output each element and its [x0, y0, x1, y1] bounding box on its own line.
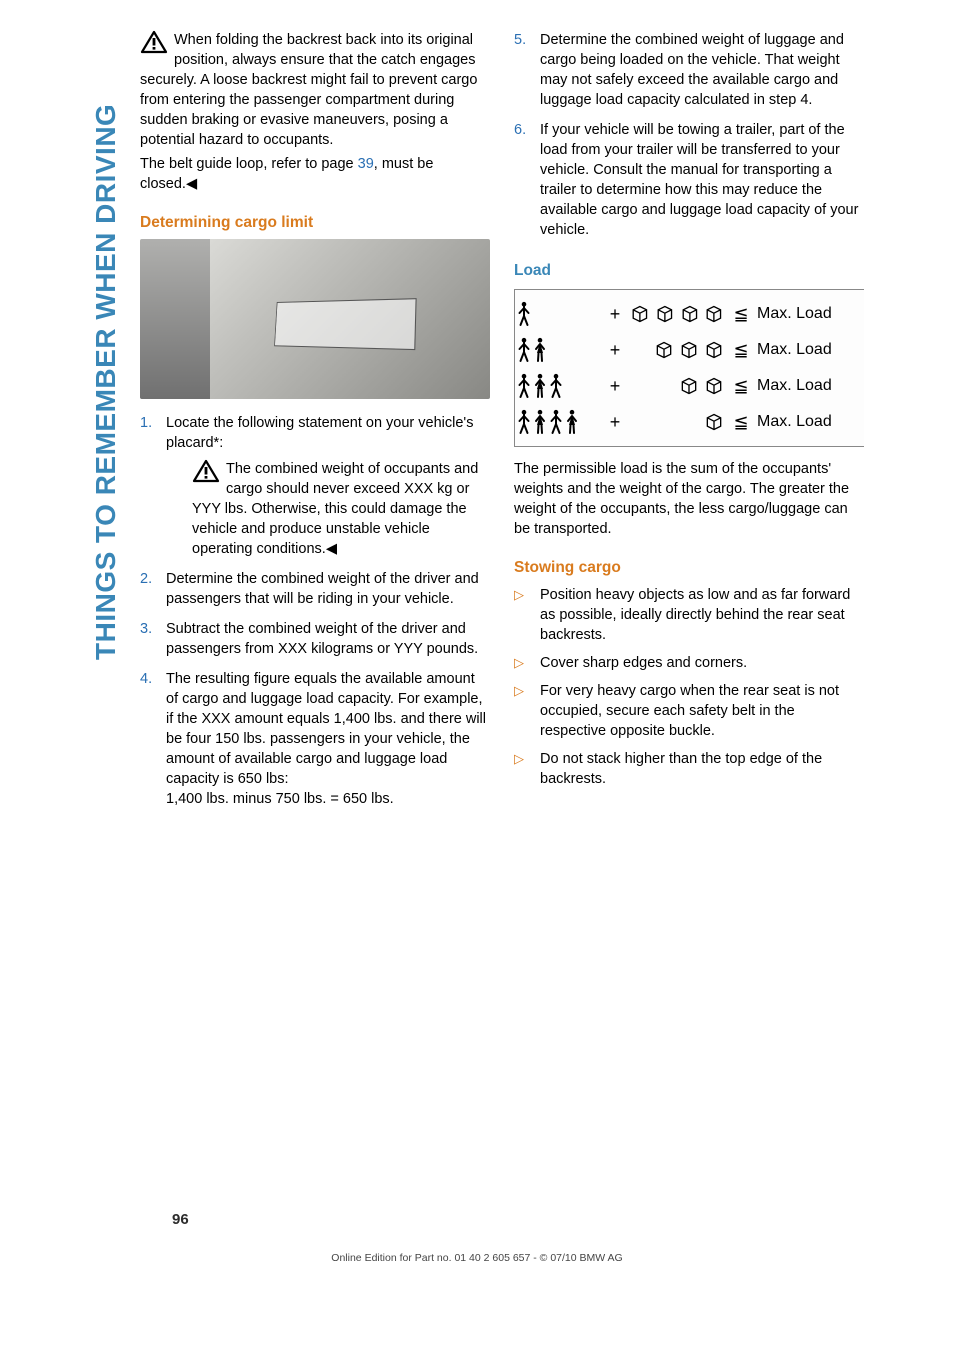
person-male-icon — [517, 301, 531, 327]
list-item: Determine the combined weight of the dri… — [140, 569, 490, 609]
warning-icon — [140, 30, 168, 60]
load-row: + ≦ Max. Load — [517, 332, 862, 368]
side-tab-label: THINGS TO REMEMBER WHEN DRIVING — [90, 104, 122, 660]
heading-load: Load — [514, 260, 864, 281]
nested-warning: The combined weight of occupants and car… — [166, 459, 490, 559]
leq-icon: ≦ — [731, 302, 751, 327]
leq-icon: ≦ — [731, 374, 751, 399]
list-item: Do not stack higher than the top edge of… — [514, 749, 864, 789]
person-male-icon — [517, 337, 531, 363]
list-item: Subtract the combined weight of the driv… — [140, 619, 490, 659]
end-mark-icon: ◀ — [186, 176, 197, 192]
page-number: 96 — [172, 1211, 189, 1228]
list-text: Locate the following statement on your v… — [166, 415, 473, 451]
boxes-group — [629, 340, 725, 360]
list-item: The resulting figure equals the availabl… — [140, 669, 490, 809]
list-item: Cover sharp edges and corners. — [514, 653, 864, 673]
warning-paragraph: When folding the backrest back into its … — [140, 30, 490, 150]
person-male-icon — [549, 409, 563, 435]
person-male-icon — [517, 373, 531, 399]
column-right: Determine the combined weight of luggage… — [514, 30, 864, 1350]
boxes-group — [629, 412, 725, 432]
person-female-icon — [533, 373, 547, 399]
cargo-box-icon — [629, 304, 651, 324]
list-item: Position heavy objects as low and as far… — [514, 585, 864, 645]
cargo-steps-list: Locate the following statement on your v… — [140, 413, 490, 809]
cargo-box-icon — [703, 304, 725, 324]
max-load-label: Max. Load — [757, 411, 832, 433]
text-fragment: The belt guide loop, refer to page — [140, 156, 358, 172]
person-female-icon — [565, 409, 579, 435]
plus-icon: + — [607, 374, 623, 399]
cargo-box-icon — [654, 304, 676, 324]
person-male-icon — [549, 373, 563, 399]
cargo-box-icon — [653, 340, 675, 360]
load-row: + ≦ Max. Load — [517, 404, 862, 440]
people-group — [517, 337, 601, 363]
people-group — [517, 409, 601, 435]
load-row: + ≦ Max. Load — [517, 296, 862, 332]
list-item: For very heavy cargo when the rear seat … — [514, 681, 864, 741]
max-load-label: Max. Load — [757, 303, 832, 325]
footer-text: Online Edition for Part no. 01 40 2 605 … — [0, 1252, 954, 1264]
boxes-group — [629, 376, 725, 396]
warning-text: When folding the backrest back into its … — [140, 32, 477, 148]
stowing-list: Position heavy objects as low and as far… — [514, 585, 864, 789]
leq-icon: ≦ — [731, 410, 751, 435]
plus-icon: + — [607, 302, 623, 327]
column-left: When folding the backrest back into its … — [140, 30, 490, 1350]
heading-cargo-limit: Determining cargo limit — [140, 212, 490, 233]
cargo-box-icon — [703, 376, 725, 396]
person-female-icon — [533, 409, 547, 435]
person-female-icon — [533, 337, 547, 363]
plus-icon: + — [607, 410, 623, 435]
side-tab: THINGS TO REMEMBER WHEN DRIVING — [0, 0, 140, 1350]
load-diagram: + ≦ Max. Load + ≦ Max. Load + ≦ Max. Load + ≦ Max. … — [514, 289, 864, 447]
leq-icon: ≦ — [731, 338, 751, 363]
cargo-steps-list-cont: Determine the combined weight of luggage… — [514, 30, 864, 240]
boxes-group — [629, 304, 725, 324]
warning-icon — [192, 459, 220, 489]
load-caption: The permissible load is the sum of the o… — [514, 459, 864, 539]
cargo-box-icon — [703, 340, 725, 360]
list-item: If your vehicle will be towing a trailer… — [514, 120, 864, 240]
page-link[interactable]: 39 — [358, 156, 374, 172]
people-group — [517, 301, 601, 327]
list-subtext: 1,400 lbs. minus 750 lbs. = 650 lbs. — [166, 789, 490, 809]
list-item: Determine the combined weight of luggage… — [514, 30, 864, 110]
heading-stowing: Stowing cargo — [514, 557, 864, 578]
max-load-label: Max. Load — [757, 339, 832, 361]
cargo-box-icon — [679, 304, 701, 324]
list-item: Locate the following statement on your v… — [140, 413, 490, 559]
plus-icon: + — [607, 338, 623, 363]
belt-guide-note: The belt guide loop, refer to page 39, m… — [140, 154, 490, 194]
cargo-box-icon — [703, 412, 725, 432]
page-content: When folding the backrest back into its … — [140, 0, 954, 1350]
load-row: + ≦ Max. Load — [517, 368, 862, 404]
person-male-icon — [517, 409, 531, 435]
end-mark-icon: ◀ — [326, 541, 337, 557]
cargo-box-icon — [678, 340, 700, 360]
placard-photo — [140, 239, 490, 399]
list-text: The resulting figure equals the availabl… — [166, 671, 486, 787]
cargo-box-icon — [678, 376, 700, 396]
people-group — [517, 373, 601, 399]
max-load-label: Max. Load — [757, 375, 832, 397]
